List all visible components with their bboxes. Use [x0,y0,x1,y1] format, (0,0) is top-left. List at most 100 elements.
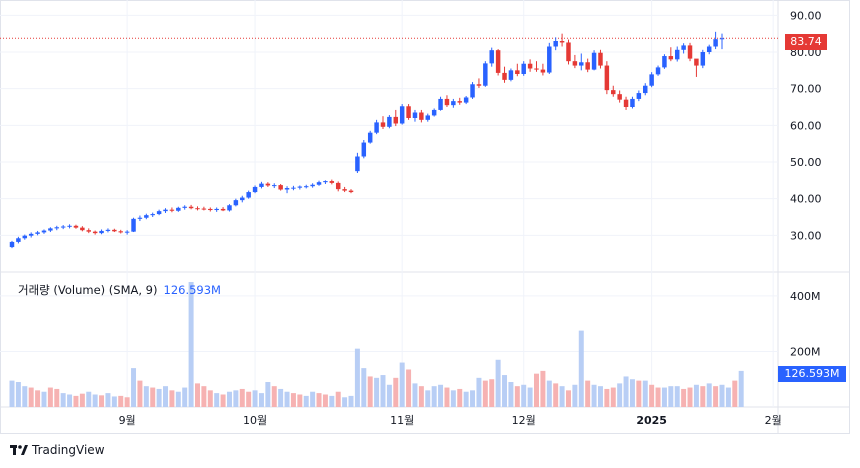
volume-bar [649,384,655,407]
candle [527,59,533,72]
candle-body [144,215,149,218]
candle-body [649,74,654,86]
candle [48,227,53,233]
volume-bar [489,379,495,407]
candle-body [28,233,34,236]
candle-body [668,56,674,60]
volume-bar [399,362,405,407]
candle-body [316,182,322,185]
candle [521,61,526,76]
price-tick-label: 70.00 [790,83,822,96]
candle [335,181,341,192]
candle [188,204,194,210]
candle [630,96,635,109]
candle [694,58,699,77]
candle-body [457,101,462,103]
candle [662,54,667,69]
candle-body [92,231,98,234]
candle-body [335,182,341,190]
candle [508,68,514,82]
candle [9,240,15,249]
volume-bar [252,390,258,407]
candle [585,58,590,73]
volume-bar [258,393,264,407]
brand-name: TradingView [32,443,105,457]
volume-bar [163,386,169,407]
volume-bar [604,388,610,407]
volume-bar [99,395,105,407]
volume-bar [322,394,328,407]
candle-body [489,50,494,64]
volume-tick-label: 400M [790,290,821,303]
candle [131,217,136,233]
volume-bar [374,377,380,407]
volume-bar [412,383,418,407]
volume-bar [508,382,514,407]
volume-bar [425,390,431,407]
candle-body [585,62,590,70]
candle-body [572,61,578,66]
candle-body [41,230,47,233]
candle-body [278,185,283,190]
candle [60,225,66,230]
candle-body [60,226,66,228]
price-tick-label: 50.00 [790,156,822,169]
candle-body [201,208,207,210]
volume-bar [201,386,207,407]
candle-body [655,67,661,75]
candle [668,47,674,62]
volume-bar [175,391,181,407]
candle [617,90,622,103]
tradingview-logo-icon [10,444,28,455]
volume-bar [693,384,699,407]
candle [470,82,475,99]
volume-bar [92,394,98,407]
tradingview-brand[interactable]: TradingView [10,443,105,457]
candle [719,33,725,50]
candle-body [527,63,533,69]
candle-body [182,206,187,208]
volume-bar [565,390,571,407]
candle-body [463,97,469,103]
candle [623,96,629,110]
candle [438,96,443,111]
volume-bar [540,370,546,407]
candle [559,33,565,47]
candle [310,183,315,188]
candle-body [342,189,347,191]
candle-body [118,231,123,233]
candle-body [240,197,245,201]
volume-bar [73,395,79,407]
volume-bar [15,382,21,407]
candle [444,95,450,107]
volume-bar [367,376,373,407]
candle [41,229,47,234]
candle-body [451,101,456,106]
candle-body [227,205,232,211]
candle-body [112,229,117,232]
volume-bar [284,391,290,407]
candle-body [419,112,424,120]
candle [323,180,328,184]
volume-bar [476,377,482,407]
candle-body [700,52,706,66]
candle [240,195,245,203]
candle [636,90,642,102]
volume-bar [706,383,712,407]
candle [361,140,367,159]
candle [367,130,373,144]
candle [92,230,98,235]
volume-bar [310,391,316,407]
volume-bar [681,388,687,407]
candle-body [265,183,271,186]
candle-body [719,38,725,40]
volume-bar [629,379,635,407]
candle [713,31,718,50]
candle [515,63,520,77]
candle [163,208,168,213]
volume-bar [60,393,66,407]
candle [406,104,411,120]
volume-tick-label: 200M [790,345,821,358]
